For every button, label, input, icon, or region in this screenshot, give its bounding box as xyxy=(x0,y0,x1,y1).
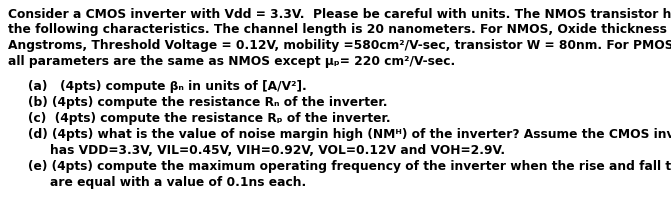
Text: all parameters are the same as NMOS except μₚ= 220 cm²/V-sec.: all parameters are the same as NMOS exce… xyxy=(8,54,455,67)
Text: (c)  (4pts) compute the resistance Rₚ of the inverter.: (c) (4pts) compute the resistance Rₚ of … xyxy=(28,112,391,125)
Text: the following characteristics. The channel length is 20 nanometers. For NMOS, Ox: the following characteristics. The chann… xyxy=(8,24,671,37)
Text: (a)   (4pts) compute βₙ in units of [A/V²].: (a) (4pts) compute βₙ in units of [A/V²]… xyxy=(28,80,307,93)
Text: are equal with a value of 0.1ns each.: are equal with a value of 0.1ns each. xyxy=(50,176,306,189)
Text: (d) (4pts) what is the value of noise margin high (NMᴴ) of the inverter? Assume : (d) (4pts) what is the value of noise ma… xyxy=(28,128,671,141)
Text: (b) (4pts) compute the resistance Rₙ of the inverter.: (b) (4pts) compute the resistance Rₙ of … xyxy=(28,96,387,109)
Text: has VDD=3.3V, VIL=0.45V, VIH=0.92V, VOL=0.12V and VOH=2.9V.: has VDD=3.3V, VIL=0.45V, VIH=0.92V, VOL=… xyxy=(50,144,505,157)
Text: Angstroms, Threshold Voltage = 0.12V, mobility =580cm²/V-sec, transistor W = 80n: Angstroms, Threshold Voltage = 0.12V, mo… xyxy=(8,39,671,52)
Text: Consider a CMOS inverter with Vdd = 3.3V.  Please be careful with units. The NMO: Consider a CMOS inverter with Vdd = 3.3V… xyxy=(8,8,671,21)
Text: (e) (4pts) compute the maximum operating frequency of the inverter when the rise: (e) (4pts) compute the maximum operating… xyxy=(28,160,671,173)
